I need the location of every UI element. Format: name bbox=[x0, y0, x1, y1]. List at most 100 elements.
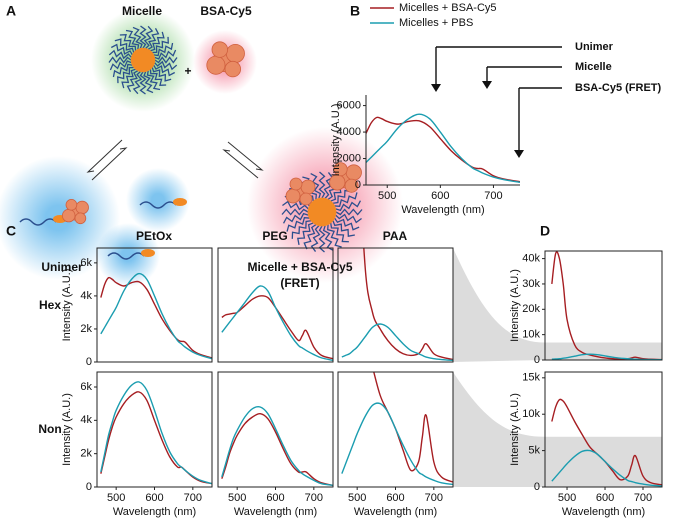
micelle-chain bbox=[303, 224, 317, 250]
equilibrium-arrows bbox=[86, 139, 264, 181]
plot-frame bbox=[96, 371, 213, 488]
protein-blob bbox=[65, 199, 78, 211]
protein-blob bbox=[224, 60, 242, 78]
micelle-chain bbox=[121, 68, 136, 89]
micelle-chain bbox=[143, 71, 154, 94]
series-line bbox=[551, 449, 662, 487]
protein-blob bbox=[206, 55, 226, 75]
micelle-chain bbox=[335, 208, 363, 216]
micelle-chain bbox=[126, 70, 139, 93]
x-tick-label: 500 bbox=[558, 492, 576, 504]
micelle-chain bbox=[150, 31, 165, 52]
chart: 500 600 700 Wavelength (nm) bbox=[337, 371, 454, 518]
series-line bbox=[221, 285, 333, 362]
y-axis-label: Intensity (A.U.) bbox=[509, 393, 521, 466]
protein-blob bbox=[285, 188, 301, 204]
micelle-chain bbox=[117, 66, 134, 84]
micelle-chain bbox=[112, 63, 133, 78]
micelle-chain bbox=[297, 222, 314, 245]
y-tick-label: 2k bbox=[80, 323, 92, 335]
unimer-head bbox=[141, 249, 155, 257]
plot-frame bbox=[544, 250, 663, 361]
series-line bbox=[366, 113, 520, 184]
unimer-glow bbox=[96, 223, 160, 287]
micelle-chain bbox=[152, 36, 169, 54]
micelle-chain bbox=[310, 225, 321, 252]
x-tick-label: 700 bbox=[634, 492, 652, 504]
panel-label: A bbox=[6, 3, 16, 19]
protein-blob bbox=[344, 178, 359, 193]
y-axis-label: Intensity (A.U.) bbox=[61, 393, 73, 466]
protein-blob bbox=[75, 200, 89, 215]
x-tick-label: 700 bbox=[484, 190, 502, 202]
column-title: PEG bbox=[262, 229, 287, 243]
micelle-core bbox=[307, 197, 337, 227]
micelle-chain bbox=[125, 29, 140, 50]
x-tick-label: 600 bbox=[431, 190, 449, 202]
zoom-connector bbox=[453, 248, 545, 362]
highlight-band bbox=[545, 436, 662, 487]
x-tick-label: 500 bbox=[228, 492, 246, 504]
x-tick-label: 500 bbox=[348, 492, 366, 504]
protein-blob bbox=[333, 162, 348, 177]
micelle-chain bbox=[110, 43, 133, 56]
protein-blob bbox=[61, 208, 76, 223]
chart: 0 2k 4k 6k 500 600 700 Wavelength (nm) Intensity… bbox=[61, 371, 213, 518]
micelle-chain bbox=[143, 25, 154, 49]
zoom-connector bbox=[453, 372, 545, 487]
annotation-arrowhead bbox=[514, 150, 524, 158]
y-tick-label: 0 bbox=[534, 481, 540, 493]
plot-frame bbox=[544, 371, 663, 488]
plot-frame bbox=[217, 247, 334, 363]
x-tick-label: 600 bbox=[596, 492, 614, 504]
row-label: Hex bbox=[39, 298, 61, 312]
panel-label: D bbox=[540, 223, 550, 239]
y-tick-label: 4k bbox=[80, 414, 92, 426]
series-line bbox=[366, 116, 520, 183]
x-tick-label: 700 bbox=[184, 492, 202, 504]
chart bbox=[217, 247, 334, 363]
micelle-chain bbox=[119, 34, 137, 51]
y-tick-label: 4k bbox=[80, 290, 92, 302]
unimer-chain bbox=[107, 252, 145, 260]
unimer-chain bbox=[19, 218, 57, 226]
y-axis-label: Intensity (A.U.) bbox=[61, 269, 73, 342]
y-tick-label: 6k bbox=[80, 257, 92, 269]
micelle-chain bbox=[291, 220, 312, 239]
series-line bbox=[551, 353, 662, 360]
x-axis-label: Wavelength (nm) bbox=[562, 506, 645, 518]
micelle-chain bbox=[154, 56, 178, 64]
y-tick-label: 15k bbox=[522, 372, 540, 384]
series-line bbox=[551, 251, 662, 360]
micelle-chain bbox=[327, 224, 342, 248]
x-tick-label: 500 bbox=[378, 190, 396, 202]
diagram-label: (FRET) bbox=[280, 276, 319, 290]
y-axis-label: Intensity (A.U.) bbox=[330, 104, 342, 177]
chart: 0 5k 10k 15k 500 600 700 Wavelength (nm) Intensi… bbox=[509, 371, 663, 518]
micelle-chain bbox=[318, 171, 326, 199]
diagram-label: Unimer bbox=[41, 260, 83, 274]
micelle-chain bbox=[146, 70, 161, 91]
micelle-chain bbox=[286, 217, 310, 232]
legend-label: Micelles + PBS bbox=[399, 17, 473, 29]
series-line bbox=[221, 405, 333, 487]
x-tick-label: 700 bbox=[425, 492, 443, 504]
plot-frame bbox=[96, 247, 213, 363]
micelle-chain bbox=[282, 200, 309, 211]
y-axis-label: Intensity (A.U.) bbox=[509, 269, 521, 342]
micelle-chain bbox=[282, 212, 309, 224]
y-tick-label: 0 bbox=[355, 179, 361, 191]
series-line bbox=[341, 323, 453, 362]
annotation: Micelle bbox=[575, 61, 612, 73]
micelle-chain bbox=[108, 56, 132, 64]
series-line bbox=[100, 381, 212, 485]
unimer-glow bbox=[126, 168, 190, 232]
y-tick-label: 5k bbox=[528, 445, 540, 457]
micelle-chain bbox=[154, 60, 178, 71]
x-axis-label: Wavelength (nm) bbox=[113, 506, 196, 518]
series-line bbox=[221, 295, 333, 360]
micelle-chain bbox=[147, 27, 160, 50]
micelle-chain bbox=[153, 64, 176, 77]
